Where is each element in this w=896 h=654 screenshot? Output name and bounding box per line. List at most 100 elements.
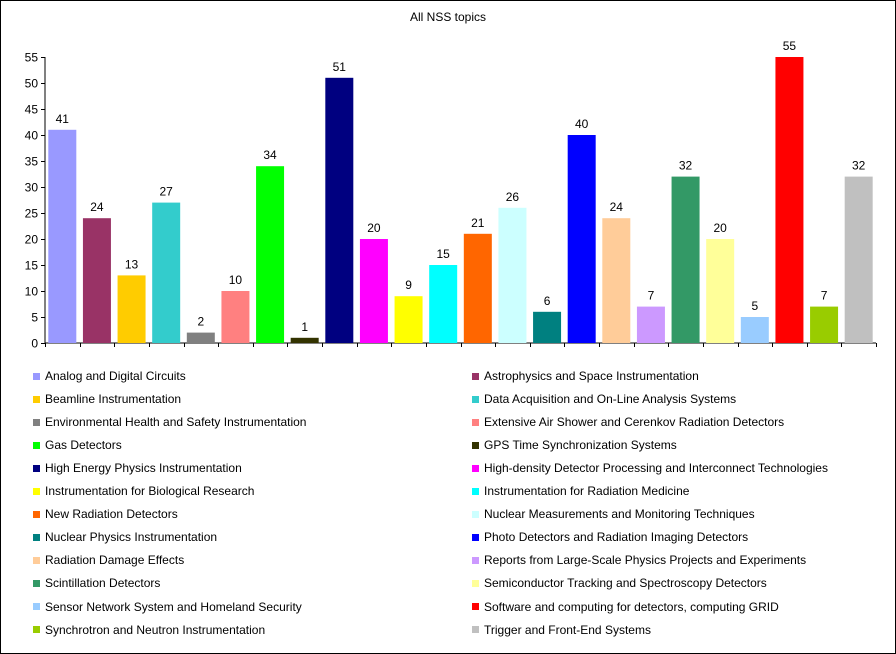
legend-swatch [33, 603, 40, 610]
legend-label: Synchrotron and Neutron Instrumentation [45, 622, 266, 637]
legend-swatch [472, 418, 479, 426]
bar-value-label: 27 [160, 185, 174, 199]
legend-label: Trigger and Front-End Systems [484, 622, 651, 637]
bar [533, 311, 562, 343]
legend-label: Instrumentation for Biological Research [45, 484, 255, 499]
y-tick-label: 30 [25, 181, 39, 195]
bar [810, 306, 839, 343]
y-tick-label: 40 [25, 129, 39, 143]
bar [256, 166, 285, 343]
y-tick-label: 45 [25, 103, 39, 117]
legend-label: Nuclear Measurements and Monitoring Tech… [484, 507, 755, 522]
legend-item: Data Acquisition and On-Line Analysis Sy… [472, 391, 736, 407]
bar-value-label: 26 [506, 190, 520, 204]
bar [186, 332, 215, 343]
bar [48, 129, 77, 343]
legend-label: Sensor Network System and Homeland Secur… [45, 599, 302, 614]
legend-label: Nuclear Physics Instrumentation [45, 530, 218, 545]
y-tick-label: 15 [25, 259, 39, 273]
bar [567, 135, 596, 343]
y-tick-label: 20 [25, 233, 39, 247]
legend-swatch [472, 603, 479, 610]
legend-swatch [472, 556, 479, 564]
bar-value-label: 15 [437, 247, 451, 261]
bar-value-label: 32 [852, 159, 866, 173]
y-tick-label: 10 [25, 285, 39, 299]
bar [290, 337, 319, 343]
legend-label: Beamline Instrumentation [45, 392, 182, 407]
legend-item: Reports from Large-Scale Physics Project… [472, 552, 806, 568]
legend-item: Extensive Air Shower and Cerenkov Radiat… [472, 414, 784, 430]
legend-item: GPS Time Synchronization Systems [472, 437, 677, 453]
bar [706, 239, 735, 343]
legend-swatch [33, 510, 40, 518]
legend-item: Photo Detectors and Radiation Imaging De… [472, 529, 748, 545]
bar-value-label: 7 [648, 289, 655, 303]
legend-label: Software and computing for detectors, co… [484, 599, 779, 614]
legend-swatch [472, 510, 479, 518]
legend-swatch [33, 395, 40, 403]
legend-swatch [472, 487, 479, 495]
legend-label: Photo Detectors and Radiation Imaging De… [484, 530, 749, 545]
bar-value-label: 20 [714, 221, 728, 235]
legend-item: Semiconductor Tracking and Spectroscopy … [472, 575, 767, 591]
legend-item: Sensor Network System and Homeland Secur… [33, 599, 302, 615]
bar-value-label: 10 [229, 273, 243, 287]
legend-swatch [33, 418, 40, 426]
legend-swatch [472, 626, 479, 634]
bar-value-label: 34 [263, 148, 277, 162]
legend-item: Gas Detectors [33, 437, 122, 453]
bar-value-label: 55 [783, 39, 797, 53]
bar [394, 296, 423, 343]
bar-value-label: 6 [544, 294, 551, 308]
legend-swatch [33, 372, 40, 380]
legend-item: Astrophysics and Space Instrumentation [472, 368, 699, 384]
bar [359, 239, 388, 343]
y-tick-label: 0 [31, 337, 38, 351]
legend-label: Reports from Large-Scale Physics Project… [484, 553, 807, 568]
legend-swatch [472, 372, 479, 380]
legend-item: Analog and Digital Circuits [33, 368, 186, 384]
bar [498, 207, 527, 343]
legend-item: Synchrotron and Neutron Instrumentation [33, 622, 265, 638]
bar-value-label: 41 [56, 112, 70, 126]
legend-item: High-density Detector Processing and Int… [472, 460, 828, 476]
legend-item: Radiation Damage Effects [33, 552, 184, 568]
bar-value-label: 13 [125, 257, 139, 271]
bar-value-label: 21 [471, 216, 485, 230]
legend-item: Environmental Health and Safety Instrume… [33, 414, 306, 430]
bar-value-label: 2 [197, 315, 204, 329]
legend-label: Instrumentation for Radiation Medicine [484, 484, 690, 499]
legend-label: Semiconductor Tracking and Spectroscopy … [484, 576, 767, 591]
bar-value-label: 5 [751, 299, 758, 313]
bar-value-label: 7 [821, 289, 828, 303]
bar-value-label: 32 [679, 159, 693, 173]
legend-item: Trigger and Front-End Systems [472, 622, 651, 638]
legend-swatch [472, 441, 479, 449]
bar [221, 291, 250, 343]
legend-label: Scintillation Detectors [45, 576, 161, 591]
legend-swatch [472, 579, 479, 587]
legend-item: High Energy Physics Instrumentation [33, 460, 242, 476]
legend-swatch [472, 464, 479, 472]
bar [82, 218, 111, 343]
legend-label: New Radiation Detectors [45, 507, 178, 522]
y-tick-label: 25 [25, 207, 39, 221]
y-tick-label: 50 [25, 77, 39, 91]
legend-swatch [33, 464, 40, 472]
legend-swatch [33, 579, 40, 587]
bar [463, 233, 492, 343]
legend-label: Radiation Damage Effects [45, 553, 185, 568]
legend-label: Astrophysics and Space Instrumentation [484, 369, 699, 383]
y-tick-label: 55 [25, 51, 39, 65]
legend-swatch [472, 533, 479, 541]
bar-value-label: 20 [367, 221, 381, 235]
legend-item: Scintillation Detectors [33, 575, 160, 591]
legend-label: High Energy Physics Instrumentation [45, 461, 242, 476]
bar-value-label: 9 [405, 278, 412, 292]
bar [636, 306, 665, 343]
bar-value-label: 1 [301, 320, 308, 334]
legend-swatch [33, 556, 40, 564]
